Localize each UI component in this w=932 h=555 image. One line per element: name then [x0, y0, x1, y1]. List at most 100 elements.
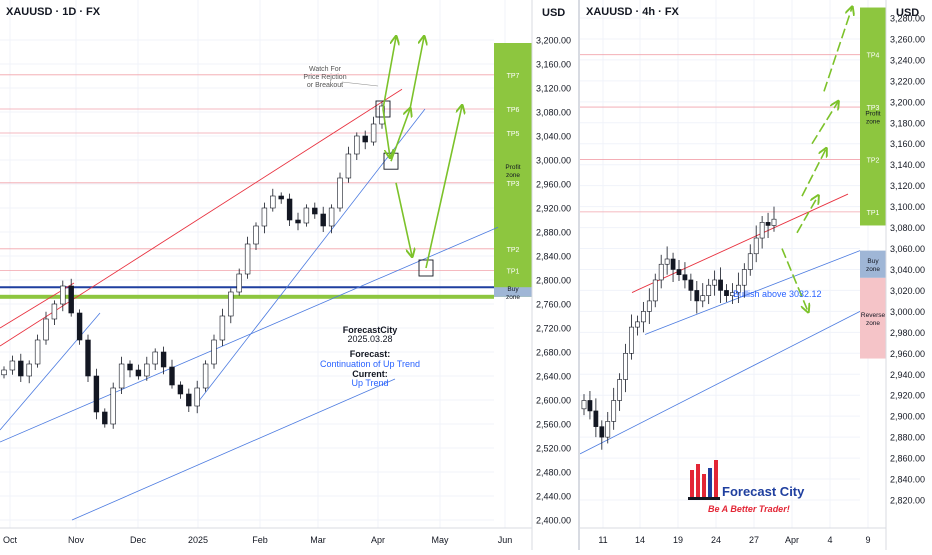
four-hour-candles — [581, 206, 777, 450]
daily-plot-area[interactable] — [0, 0, 532, 550]
analysis-note: ForecastCity 2025.03.28 Forecast: Contin… — [320, 325, 420, 388]
x-tick-label: 27 — [749, 535, 759, 545]
candle-body — [599, 426, 605, 438]
y-tick-label: 3,200.00 — [536, 36, 571, 46]
y-tick-label: 2,760.00 — [536, 300, 571, 310]
x-tick-label: Dec — [130, 535, 147, 545]
candle-body — [1, 369, 7, 376]
candle-body — [753, 237, 759, 255]
candle-body — [706, 284, 712, 296]
zone-label: zone — [866, 320, 880, 327]
y-tick-label: 3,060.00 — [890, 244, 925, 254]
y-tick-label: 3,220.00 — [890, 76, 925, 86]
candle-body — [320, 213, 326, 227]
candle-body — [682, 274, 688, 281]
y-tick-label: 3,160.00 — [536, 60, 571, 70]
four-hour-chart-panel[interactable]: ProfitzoneBuyzoneReversezoneTP1TP2TP3TP4… — [579, 0, 932, 550]
y-tick-label: 3,140.00 — [890, 160, 925, 170]
candle-body — [605, 421, 611, 438]
tp-level-label: TP3 — [867, 105, 880, 112]
candle-body — [724, 290, 729, 296]
four-hour-tp-levels: ProfitzoneBuyzoneReversezoneTP1TP2TP3TP4… — [580, 0, 886, 359]
candle-body — [135, 369, 142, 377]
x-tick-label: 9 — [865, 535, 870, 545]
x-tick-label: Mar — [310, 535, 326, 545]
candle-body — [712, 279, 718, 286]
projection-arrow — [395, 182, 412, 256]
y-tick-label: 2,820.00 — [890, 496, 925, 506]
y-tick-label: 3,020.00 — [890, 286, 925, 296]
y-tick-label: 3,280.00 — [890, 14, 925, 24]
x-tick-label: 19 — [673, 535, 683, 545]
watch-note-pointer — [341, 81, 379, 87]
candle-body — [303, 207, 310, 224]
watch-note-line-2: Price Rejction — [303, 74, 346, 81]
zone-band — [860, 7, 886, 226]
candle-body — [741, 269, 747, 286]
tp-level-label: TP7 — [507, 73, 520, 80]
candle-body — [718, 279, 723, 291]
candle-body — [60, 285, 66, 305]
candle-body — [18, 360, 24, 377]
candle-body — [278, 195, 284, 200]
upper-channel-line — [0, 88, 403, 347]
y-tick-label: 2,520.00 — [536, 444, 571, 454]
candle-body — [177, 384, 184, 395]
candle-body — [635, 321, 640, 328]
candle-body — [345, 153, 352, 179]
y-tick-label: 2,480.00 — [536, 468, 571, 478]
four-hour-currency-label: USD — [896, 7, 919, 19]
candle-body — [9, 360, 16, 371]
four-hour-plot-area[interactable] — [580, 0, 886, 550]
four-hour-x-ticks: 11 14 19 24 27 Apr 4 9 — [598, 535, 870, 545]
candle-body — [51, 303, 58, 320]
x-tick-label: 4 — [827, 535, 832, 545]
daily-price-axis[interactable] — [532, 0, 578, 550]
x-tick-label: 11 — [598, 535, 607, 545]
y-tick-label: 3,040.00 — [890, 265, 925, 275]
candle-body — [664, 258, 670, 265]
zone-band — [494, 287, 532, 297]
candle-body — [688, 279, 694, 291]
candle-body — [236, 273, 242, 293]
y-tick-label: 3,120.00 — [890, 181, 925, 191]
long-support-line — [0, 226, 499, 443]
candle-body — [194, 387, 200, 407]
x-tick-label: Apr — [371, 535, 385, 545]
y-tick-label: 3,260.00 — [890, 34, 925, 44]
y-tick-label: 3,080.00 — [536, 108, 571, 118]
y-tick-label: 3,080.00 — [890, 223, 925, 233]
zone-label: zone — [506, 294, 520, 301]
candle-body — [328, 207, 335, 227]
tp-level-label: TP2 — [867, 157, 880, 164]
candle-body — [587, 400, 593, 412]
y-tick-label: 3,100.00 — [890, 202, 925, 212]
daily-symbol-label: XAUUSD · 1D · FX — [6, 6, 101, 18]
logo-tagline: Be A Better Trader! — [708, 504, 790, 514]
candle-body — [102, 411, 108, 425]
candle-body — [670, 258, 676, 270]
lower-channel-line — [644, 250, 861, 335]
y-tick-label: 2,880.00 — [890, 433, 925, 443]
x-tick-label: Nov — [68, 535, 85, 545]
upper-channel-line — [631, 193, 849, 293]
y-tick-label: 2,840.00 — [536, 252, 571, 262]
projection-arrow — [382, 108, 390, 157]
x-tick-label: Feb — [252, 535, 268, 545]
projection-arrow — [796, 196, 818, 234]
y-tick-label: 2,840.00 — [890, 475, 925, 485]
forecast-value: Continuation of Up Trend — [320, 359, 420, 369]
base-support-line — [71, 378, 396, 521]
forecast-label: Forecast: — [350, 349, 391, 359]
four-hour-price-axis[interactable] — [886, 0, 932, 550]
y-tick-label: 3,000.00 — [890, 307, 925, 317]
y-tick-label: 2,720.00 — [536, 324, 571, 334]
candle-body — [169, 366, 175, 386]
zone-label: Profit — [505, 164, 520, 171]
candle-body — [354, 135, 360, 155]
y-tick-label: 2,900.00 — [890, 412, 925, 422]
y-tick-label: 2,960.00 — [536, 180, 571, 190]
